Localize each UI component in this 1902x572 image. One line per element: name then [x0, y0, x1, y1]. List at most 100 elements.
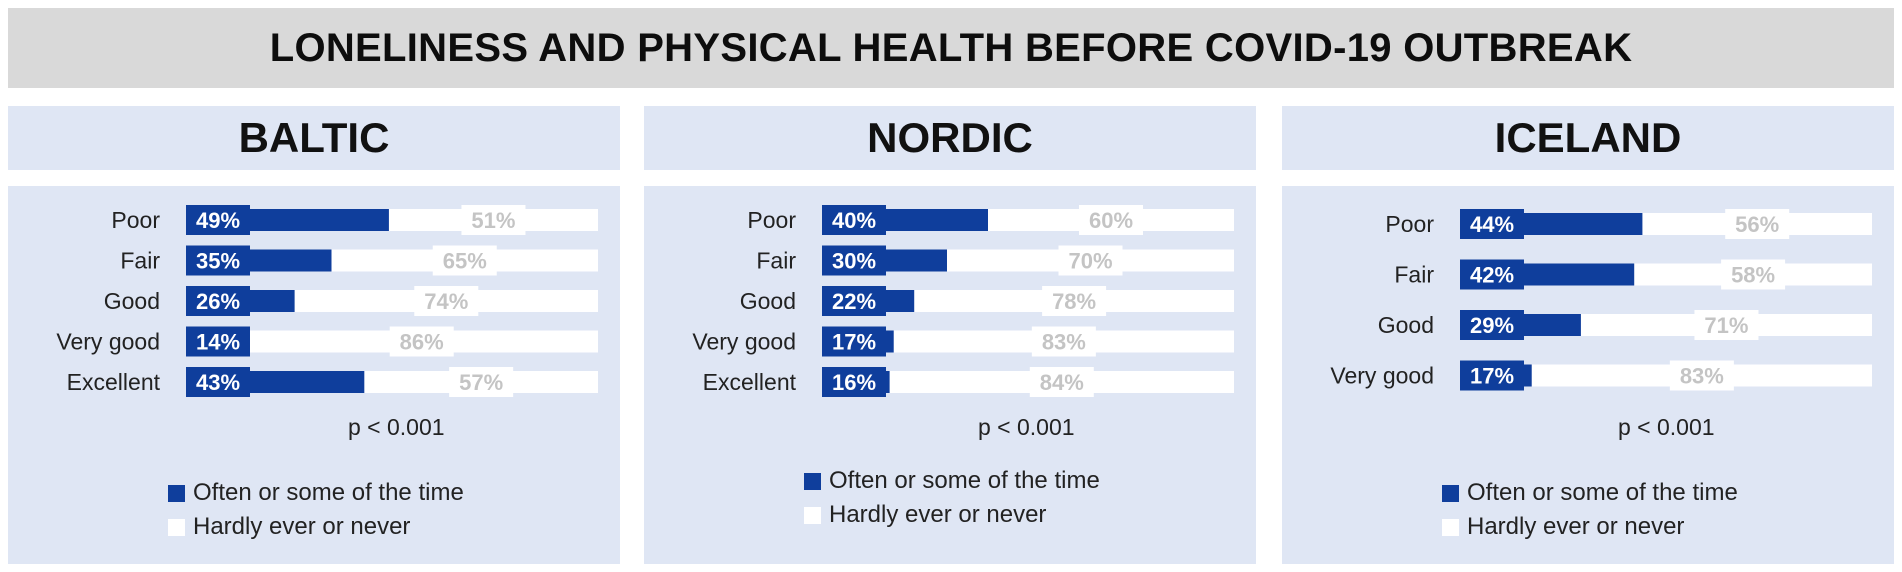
value-label-often: 17%	[1470, 364, 1514, 389]
panel-title: ICELAND	[1494, 114, 1682, 161]
value-label-box	[1079, 205, 1143, 235]
value-label-box	[822, 245, 886, 276]
category-label: Poor	[747, 207, 796, 233]
category-label: Poor	[1385, 211, 1434, 237]
legend-item-often: Often or some of the time	[804, 464, 1100, 498]
legend-swatch-never	[804, 506, 821, 524]
value-label-never: 83%	[1042, 330, 1086, 355]
value-label-often: 16%	[832, 370, 876, 395]
category-label: Poor	[111, 207, 160, 233]
value-label-box	[1669, 360, 1734, 391]
value-label-box	[432, 245, 497, 276]
bar-chart-nordic: Poor 40% 60% Fair 30% 70% Good 22% 78% Very good 1…	[692, 205, 1234, 397]
legend-item-never: Hardly ever or never	[1442, 510, 1738, 544]
value-label-box	[1460, 360, 1524, 391]
category-label: Excellent	[67, 369, 161, 395]
value-label-often: 14%	[196, 330, 240, 355]
category-label: Fair	[120, 248, 160, 274]
legend-swatch-often	[1442, 484, 1459, 502]
value-label-box	[822, 326, 886, 357]
category-label: Good	[740, 288, 796, 314]
panel-title: BALTIC	[238, 114, 390, 161]
value-label-often: 30%	[832, 249, 876, 274]
value-label-box	[461, 205, 526, 235]
value-label-never: 65%	[443, 249, 487, 274]
p-value: p < 0.001	[1618, 414, 1715, 440]
category-label: Fair	[756, 248, 796, 274]
category-label: Very good	[1330, 363, 1434, 389]
value-label-never: 57%	[459, 370, 503, 395]
value-label-never: 78%	[1052, 289, 1096, 314]
legend-item-never: Hardly ever or never	[168, 510, 464, 544]
value-label-box	[186, 367, 250, 397]
value-label-box	[822, 367, 886, 397]
value-label-never: 51%	[471, 208, 515, 233]
legend-swatch-often	[168, 484, 185, 502]
value-label-often: 26%	[196, 289, 240, 314]
panel-header-baltic: BALTIC	[8, 106, 620, 170]
value-label-box	[1029, 367, 1094, 397]
category-label: Very good	[692, 329, 796, 355]
legend-label: Often or some of the time	[193, 479, 464, 506]
legend-swatch-never	[168, 518, 185, 536]
panel-title: NORDIC	[867, 114, 1033, 161]
value-label-never: 58%	[1731, 263, 1775, 288]
legend-label: Often or some of the time	[1467, 479, 1738, 506]
category-label: Good	[104, 288, 160, 314]
value-label-often: 49%	[196, 208, 240, 233]
value-label-often: 42%	[1470, 263, 1514, 288]
category-label: Excellent	[703, 369, 797, 395]
panel-body-iceland: Poor 44% 56% Fair 42% 58% Good 29% 71% Very good 1…	[1282, 186, 1894, 564]
value-label-box	[449, 367, 514, 397]
title-bar: LONELINESS AND PHYSICAL HEALTH BEFORE CO…	[8, 8, 1894, 88]
bar-chart-iceland: Poor 44% 56% Fair 42% 58% Good 29% 71% Very good 1…	[1330, 209, 1872, 391]
panel-header-iceland: ICELAND	[1282, 106, 1894, 170]
value-label-box	[822, 205, 886, 235]
value-label-box	[1694, 310, 1759, 340]
bar-chart-baltic: Poor 49% 51% Fair 35% 65% Good 26% 74% Very good 1…	[56, 205, 598, 397]
legend-item-often: Often or some of the time	[168, 476, 464, 510]
value-label-box	[1058, 245, 1123, 276]
value-label-box	[186, 205, 250, 235]
value-label-never: 83%	[1680, 364, 1724, 389]
value-label-often: 44%	[1470, 212, 1514, 237]
legend-item-often: Often or some of the time	[1442, 476, 1738, 510]
value-label-often: 22%	[832, 289, 876, 314]
value-label-box	[186, 286, 250, 316]
value-label-often: 35%	[196, 249, 240, 274]
value-label-box	[1031, 326, 1096, 357]
value-label-often: 17%	[832, 330, 876, 355]
panel-body-baltic: Poor 49% 51% Fair 35% 65% Good 26% 74% Very good 1…	[8, 186, 620, 564]
legend: Often or some of the time Hardly ever or…	[168, 476, 464, 544]
value-label-never: 71%	[1704, 313, 1748, 338]
value-label-never: 86%	[400, 330, 444, 355]
value-label-box	[1042, 286, 1107, 316]
legend-label: Often or some of the time	[829, 467, 1100, 494]
value-label-often: 29%	[1470, 313, 1514, 338]
value-label-box	[822, 286, 886, 316]
value-label-box	[1725, 209, 1790, 239]
page-title: LONELINESS AND PHYSICAL HEALTH BEFORE CO…	[269, 25, 1633, 70]
legend-swatch-never	[1442, 518, 1459, 536]
legend: Often or some of the time Hardly ever or…	[1442, 476, 1738, 544]
value-label-never: 70%	[1068, 249, 1112, 274]
legend-swatch-often	[804, 472, 821, 490]
value-label-box	[1460, 209, 1524, 239]
category-label: Good	[1378, 312, 1434, 338]
p-value: p < 0.001	[348, 414, 445, 440]
value-label-never: 84%	[1040, 370, 1084, 395]
category-label: Very good	[56, 329, 160, 355]
value-label-often: 43%	[196, 370, 240, 395]
panel-header-nordic: NORDIC	[644, 106, 1256, 170]
p-value: p < 0.001	[978, 414, 1075, 440]
value-label-never: 56%	[1735, 212, 1779, 237]
value-label-box	[1721, 259, 1786, 290]
legend-label: Hardly ever or never	[829, 501, 1047, 528]
value-label-box	[1460, 259, 1524, 290]
legend-label: Hardly ever or never	[1467, 513, 1685, 540]
value-label-box	[186, 326, 250, 357]
value-label-box	[389, 326, 454, 357]
legend-label: Hardly ever or never	[193, 513, 411, 540]
legend: Often or some of the time Hardly ever or…	[804, 464, 1100, 532]
value-label-often: 40%	[832, 208, 876, 233]
